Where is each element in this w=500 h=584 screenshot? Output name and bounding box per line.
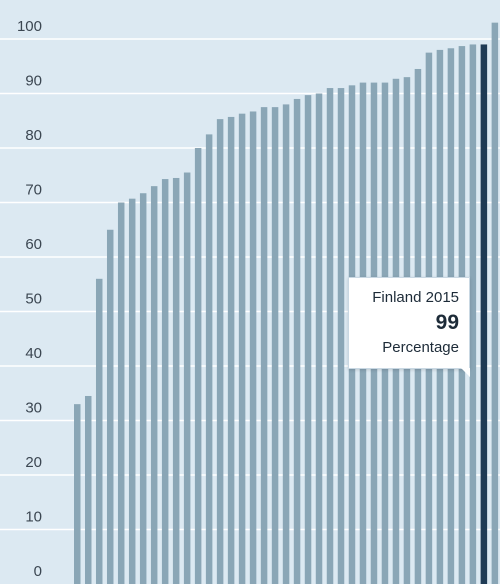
tooltip-pointer <box>461 368 470 377</box>
bar[interactable] <box>238 113 246 584</box>
bar[interactable] <box>249 111 257 584</box>
bar[interactable] <box>260 107 268 584</box>
y-tick-label: 40 <box>25 345 42 362</box>
y-tick-label: 80 <box>25 127 42 144</box>
y-axis-labels: 0 10 20 30 40 50 60 70 80 90 100 <box>17 18 42 580</box>
bar[interactable] <box>491 22 499 584</box>
bar[interactable] <box>227 116 235 584</box>
y-tick-label: 20 <box>25 454 42 471</box>
bar[interactable] <box>315 93 323 584</box>
y-tick-label: 90 <box>25 73 42 90</box>
bar[interactable] <box>106 229 114 584</box>
bar[interactable] <box>117 202 125 584</box>
bar[interactable] <box>469 44 477 584</box>
bar[interactable] <box>150 186 158 584</box>
bar[interactable] <box>194 148 202 584</box>
bar[interactable] <box>205 134 213 584</box>
bar[interactable] <box>282 104 290 584</box>
bar[interactable] <box>326 88 334 584</box>
bar[interactable] <box>84 395 92 584</box>
bar[interactable] <box>161 179 169 584</box>
tooltip: Finland 2015 99 Percentage <box>348 277 470 369</box>
y-tick-label: 50 <box>25 291 42 308</box>
bar[interactable] <box>337 88 345 584</box>
y-tick-label: 0 <box>34 563 42 580</box>
bar-highlighted[interactable] <box>480 44 488 584</box>
bar[interactable] <box>139 193 147 584</box>
bar[interactable] <box>128 198 136 584</box>
y-tick-label: 60 <box>25 236 42 253</box>
tooltip-unit: Percentage <box>382 339 459 356</box>
bar[interactable] <box>183 172 191 584</box>
bar[interactable] <box>293 98 301 584</box>
y-tick-label: 30 <box>25 400 42 417</box>
tooltip-value: 99 <box>435 311 459 334</box>
y-tick-label: 10 <box>25 509 42 526</box>
y-tick-label: 70 <box>25 182 42 199</box>
bar[interactable] <box>172 177 180 584</box>
y-tick-label: 100 <box>17 18 42 35</box>
bar[interactable] <box>95 278 103 584</box>
bar[interactable] <box>271 107 279 584</box>
bar[interactable] <box>74 404 81 584</box>
bar[interactable] <box>304 95 312 584</box>
bar[interactable] <box>216 119 224 584</box>
tooltip-title: Finland 2015 <box>372 289 459 306</box>
